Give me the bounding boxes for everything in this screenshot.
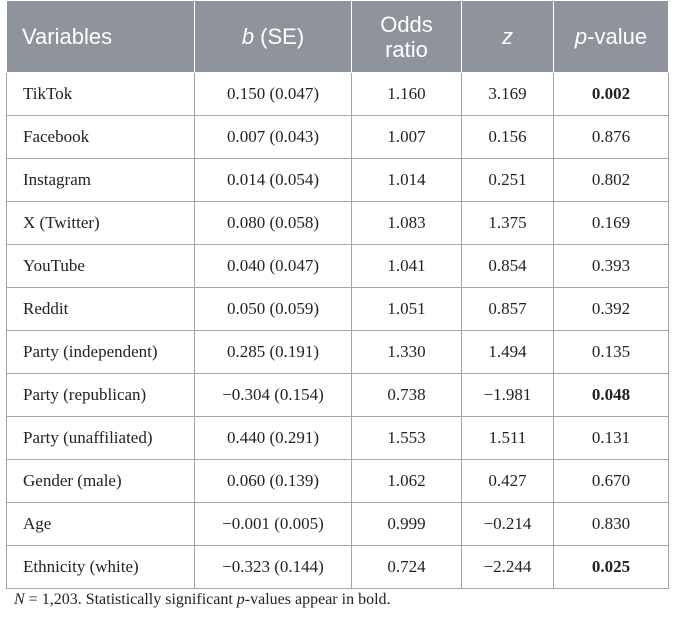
table-row: Age −0.001 (0.005) 0.999 −0.214 0.830 — [6, 502, 669, 546]
cell-p-value: 0.876 — [553, 115, 669, 159]
table-row: Party (unaffiliated) 0.440 (0.291) 1.553 1.… — [6, 416, 669, 460]
cell-z: 0.857 — [461, 287, 554, 331]
table-row: TikTok 0.150 (0.047) 1.160 3.169 0.002 — [6, 72, 669, 116]
cell-odds-ratio: 0.999 — [351, 502, 462, 546]
header-variables: Variables — [6, 0, 195, 73]
header-z-symbol: z — [502, 24, 513, 49]
cell-odds-ratio: 0.724 — [351, 545, 462, 589]
cell-variable: Instagram — [6, 158, 195, 202]
cell-odds-ratio: 1.553 — [351, 416, 462, 460]
header-odds-ratio: Odds ratio — [351, 0, 462, 73]
cell-variable: Party (independent) — [6, 330, 195, 374]
cell-odds-ratio: 1.083 — [351, 201, 462, 245]
cell-p-value: 0.135 — [553, 330, 669, 374]
header-b-se-text: (SE) — [254, 24, 305, 49]
table-row: Facebook 0.007 (0.043) 1.007 0.156 0.876 — [6, 115, 669, 159]
cell-b-se: −0.323 (0.144) — [194, 545, 352, 589]
cell-variable: Facebook — [6, 115, 195, 159]
header-z: z — [461, 0, 554, 73]
footnote-n-text: = 1,203. Statistically significant — [24, 591, 237, 608]
cell-odds-ratio: 1.051 — [351, 287, 462, 331]
cell-variable: Age — [6, 502, 195, 546]
header-b-symbol: b — [241, 24, 255, 49]
cell-p-value: 0.025 — [553, 545, 669, 589]
cell-b-se: 0.080 (0.058) — [194, 201, 352, 245]
cell-z: 0.156 — [461, 115, 554, 159]
cell-z: −2.244 — [461, 545, 554, 589]
cell-p-value: 0.802 — [553, 158, 669, 202]
cell-p-value: 0.048 — [553, 373, 669, 417]
cell-z: 1.511 — [461, 416, 554, 460]
cell-z: −1.981 — [461, 373, 554, 417]
cell-b-se: 0.040 (0.047) — [194, 244, 352, 288]
cell-variable: Party (unaffiliated) — [6, 416, 195, 460]
header-p-value: p-value — [553, 0, 669, 73]
cell-odds-ratio: 1.330 — [351, 330, 462, 374]
header-b-se: b (SE) — [194, 0, 352, 73]
cell-odds-ratio: 1.007 — [351, 115, 462, 159]
table-row: Party (independent) 0.285 (0.191) 1.330 1.4… — [6, 330, 669, 374]
cell-z: 1.494 — [461, 330, 554, 374]
cell-p-value: 0.131 — [553, 416, 669, 460]
cell-b-se: −0.001 (0.005) — [194, 502, 352, 546]
header-p-symbol: p — [574, 24, 588, 49]
cell-b-se: 0.050 (0.059) — [194, 287, 352, 331]
cell-variable: Party (republican) — [6, 373, 195, 417]
cell-variable: YouTube — [6, 244, 195, 288]
cell-z: 0.427 — [461, 459, 554, 503]
cell-p-value: 0.392 — [553, 287, 669, 331]
header-row: Variables b (SE) Odds ratio z p-value — [6, 0, 669, 73]
table-row: YouTube 0.040 (0.047) 1.041 0.854 0.393 — [6, 244, 669, 288]
header-odds-line1: Odds — [380, 11, 433, 37]
footnote-tail-text: -values appear in bold. — [244, 591, 391, 608]
footnote-n-symbol: N — [14, 591, 25, 608]
table-row: Gender (male) 0.060 (0.139) 1.062 0.427 0.67… — [6, 459, 669, 503]
header-odds-line2: ratio — [385, 36, 428, 62]
cell-b-se: 0.150 (0.047) — [194, 72, 352, 116]
cell-variable: TikTok — [6, 72, 195, 116]
cell-odds-ratio: 1.062 — [351, 459, 462, 503]
cell-odds-ratio: 1.014 — [351, 158, 462, 202]
cell-z: 1.375 — [461, 201, 554, 245]
table-header: Variables b (SE) Odds ratio z p-value — [6, 0, 669, 73]
cell-variable: Ethnicity (white) — [6, 545, 195, 589]
table-row: Reddit 0.050 (0.059) 1.051 0.857 0.392 — [6, 287, 669, 331]
cell-b-se: 0.440 (0.291) — [194, 416, 352, 460]
cell-odds-ratio: 0.738 — [351, 373, 462, 417]
cell-odds-ratio: 1.041 — [351, 244, 462, 288]
table-footnote: N = 1,203. Statistically significant p-v… — [14, 591, 391, 609]
cell-b-se: 0.014 (0.054) — [194, 158, 352, 202]
cell-variable: X (Twitter) — [6, 201, 195, 245]
cell-z: −0.214 — [461, 502, 554, 546]
cell-z: 0.854 — [461, 244, 554, 288]
footnote-p-symbol: p — [236, 591, 245, 608]
table-row: Instagram 0.014 (0.054) 1.014 0.251 0.802 — [6, 158, 669, 202]
cell-b-se: 0.285 (0.191) — [194, 330, 352, 374]
table-row: Ethnicity (white) −0.323 (0.144) 0.724 −2.2… — [6, 545, 669, 589]
cell-z: 0.251 — [461, 158, 554, 202]
cell-odds-ratio: 1.160 — [351, 72, 462, 116]
cell-variable: Gender (male) — [6, 459, 195, 503]
cell-p-value: 0.393 — [553, 244, 669, 288]
header-p-value-text: -value — [587, 24, 648, 49]
table-row: Party (republican) −0.304 (0.154) 0.738 −1.… — [6, 373, 669, 417]
table-body: TikTok 0.150 (0.047) 1.160 3.169 0.002 Facebo… — [6, 72, 669, 589]
cell-p-value: 0.830 — [553, 502, 669, 546]
cell-p-value: 0.670 — [553, 459, 669, 503]
cell-variable: Reddit — [6, 287, 195, 331]
cell-b-se: 0.007 (0.043) — [194, 115, 352, 159]
table-row: X (Twitter) 0.080 (0.058) 1.083 1.375 0.169 — [6, 201, 669, 245]
cell-b-se: −0.304 (0.154) — [194, 373, 352, 417]
cell-p-value: 0.169 — [553, 201, 669, 245]
regression-table: Variables b (SE) Odds ratio z p-value Tik… — [6, 0, 669, 589]
cell-z: 3.169 — [461, 72, 554, 116]
cell-p-value: 0.002 — [553, 72, 669, 116]
cell-b-se: 0.060 (0.139) — [194, 459, 352, 503]
